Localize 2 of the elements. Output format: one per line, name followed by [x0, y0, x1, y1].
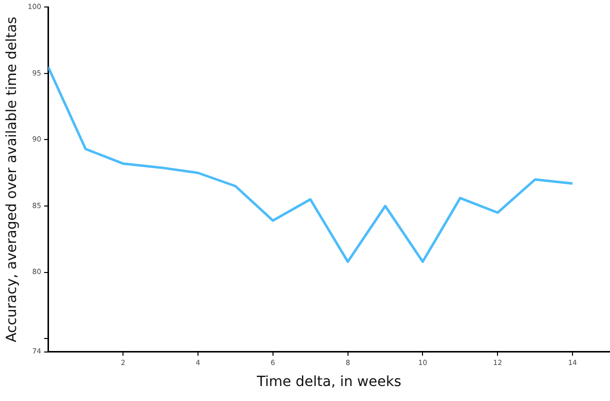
- y-axis-title: Accuracy, averaged over available time deltas: [4, 16, 20, 342]
- x-axis-title: Time delta, in weeks: [256, 374, 402, 390]
